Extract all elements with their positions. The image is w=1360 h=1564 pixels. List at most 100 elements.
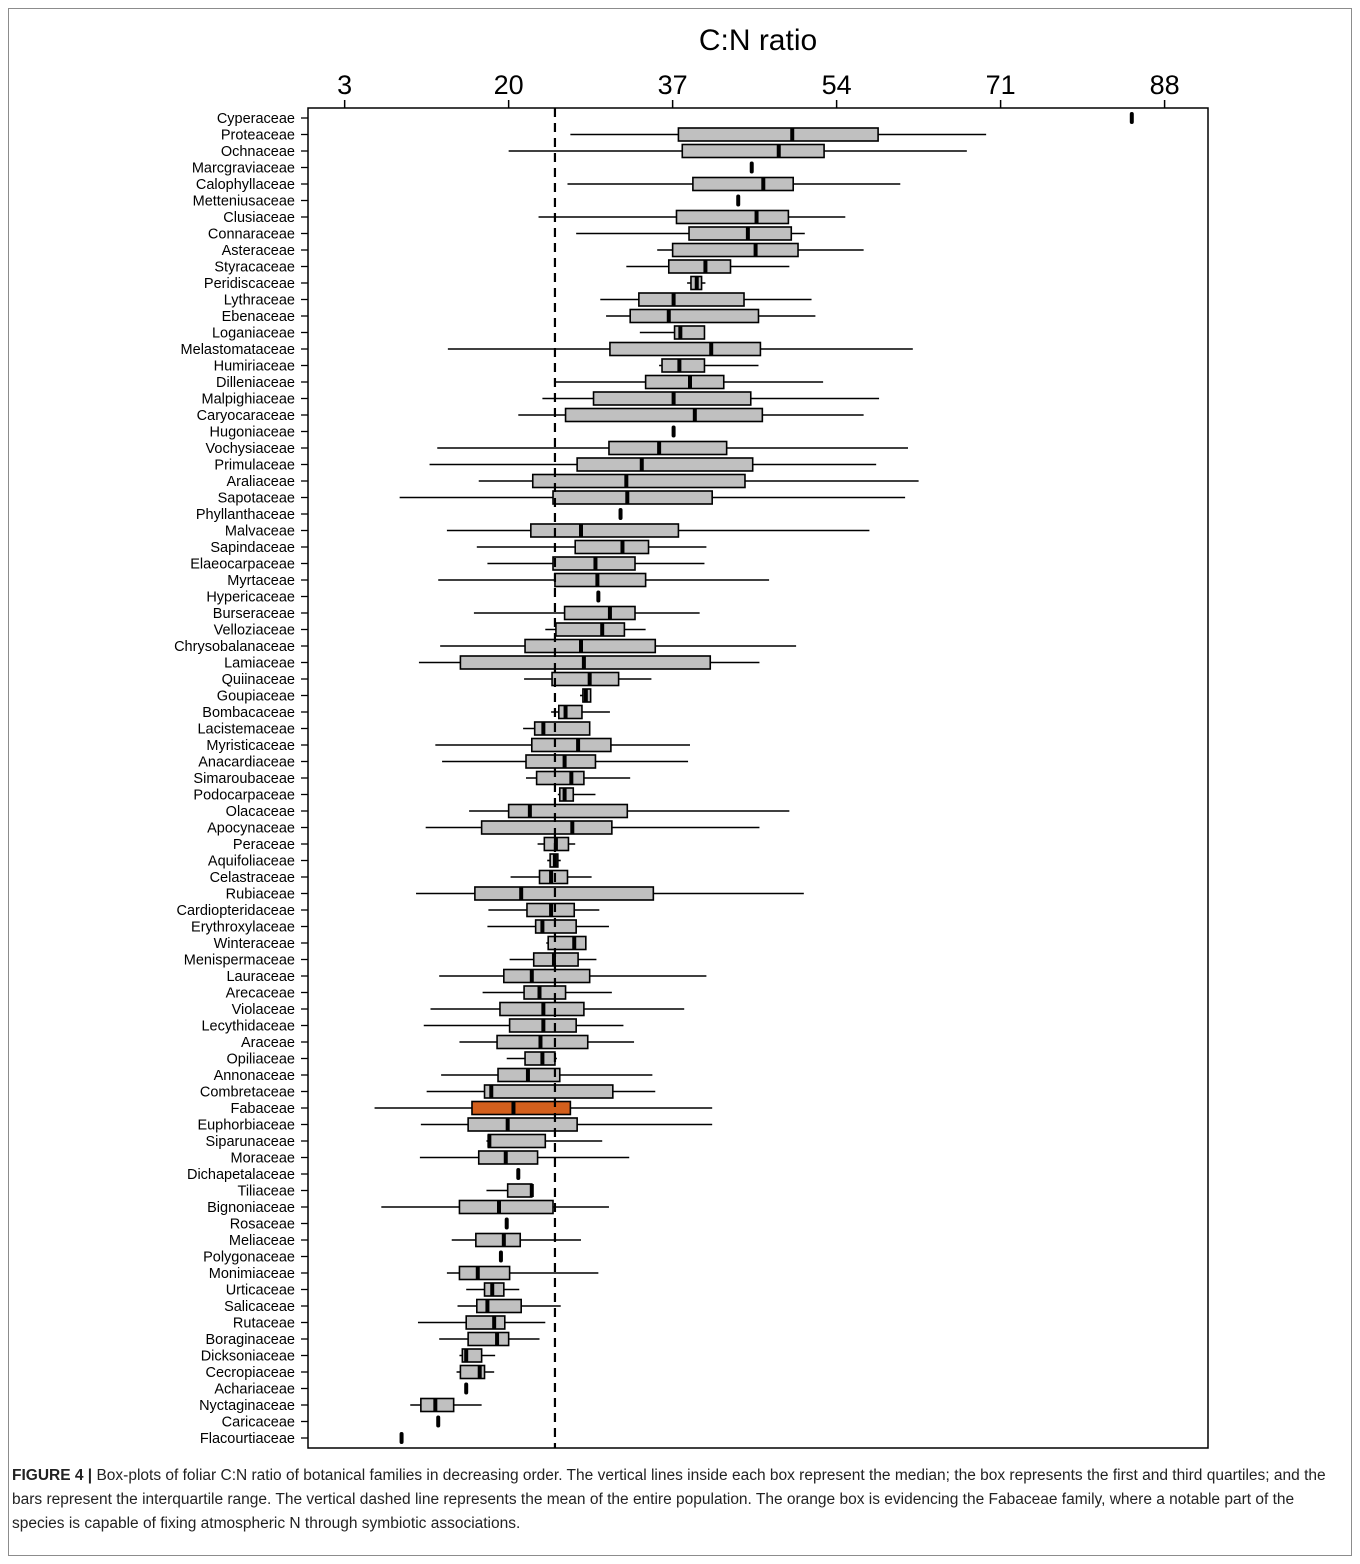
iqr-box [564,407,764,423]
family-row: Siparunaceae [206,1133,603,1150]
family-row: Olacaceae [226,803,790,820]
iqr-box [563,605,636,621]
iqr-box [480,820,613,835]
iqr-box [675,209,790,225]
iqr-box [677,127,879,142]
x-tick-label: 54 [822,70,852,100]
family-label: Siparunaceae [206,1134,296,1150]
family-label: Peraceae [233,837,295,853]
iqr-box [530,737,612,753]
family-label: Aquifoliaceae [208,854,295,870]
family-label: Celastraceae [210,870,295,886]
family-label: Cyperaceae [217,111,295,127]
family-row: Opiliaceae [226,1051,557,1068]
family-row: Podocarpaceae [193,787,596,804]
family-row: Boraginaceae [206,1331,540,1348]
family-row: Calophyllaceae [196,176,901,193]
family-row: Cardiopteridaceae [177,902,600,919]
iqr-box [477,1150,539,1165]
family-row: Malvaceae [225,523,870,540]
family-label: Calophyllaceae [196,177,295,193]
family-row: Rosaceae [230,1217,509,1233]
family-label: Phyllanthaceae [196,507,295,523]
single-value-mark [736,194,741,207]
family-label: Araliaceae [226,474,295,490]
iqr-box [554,572,647,588]
iqr-box [551,671,620,687]
iqr-box [524,638,657,654]
family-row: Malpighiaceae [201,391,880,408]
family-row: Bombacaceae [202,704,610,721]
iqr-box [608,440,728,456]
family-label: Winteraceae [214,936,295,952]
family-label: Opiliaceae [226,1052,295,1068]
family-row: Cecropiaceae [206,1364,495,1381]
family-row: Connaraceae [208,226,805,243]
family-row: Salicaceae [224,1298,561,1315]
family-label: Lecythidaceae [201,1019,295,1035]
family-row: Myrtaceae [227,572,770,589]
x-tick-label: 20 [494,70,524,100]
iqr-box [524,1051,556,1066]
family-label: Myristicaceae [206,738,295,754]
family-row: Loganiaceae [212,325,706,342]
family-label: Apocynaceae [207,821,295,837]
family-row: Fabaceae [231,1100,713,1117]
iqr-box [667,259,732,274]
family-label: Vochysiaceae [206,441,295,457]
x-tick-label: 3 [337,70,352,100]
family-row: Caricaceae [222,1415,441,1431]
iqr-box [638,292,745,307]
chart-title: C:N ratio [699,24,817,57]
iqr-box [458,1199,554,1215]
family-label: Achariaceae [214,1382,295,1398]
family-label: Bignoniaceae [207,1200,295,1216]
family-label: Menispermaceae [184,953,295,969]
family-row: Goupiaceae [217,688,592,705]
x-tick-label: 37 [658,70,688,100]
family-label: Rosaceae [230,1217,295,1233]
family-label: Velloziaceae [214,623,295,639]
iqr-box [487,1133,547,1149]
family-row: Peridiscaceae [204,275,706,292]
family-row: Tiliaceae [238,1183,534,1200]
iqr-box [474,886,655,901]
family-row: Arecaceae [226,985,612,1002]
family-label: Styracaceae [214,260,295,276]
family-label: Clusiaceae [223,210,295,226]
single-value-mark [596,590,601,603]
family-label: Salicaceae [224,1299,295,1315]
family-row: Lacistemaceae [197,721,591,738]
family-label: Nyctaginaceae [199,1398,295,1414]
family-row: Myristicaceae [206,737,690,754]
highlight-box [471,1100,572,1116]
iqr-box [661,358,706,373]
family-row: Achariaceae [214,1382,469,1398]
family-row: Moraceae [231,1150,630,1167]
family-label: Rutaceae [233,1316,295,1332]
single-value-mark [749,161,754,174]
family-label: Connaraceae [208,227,295,243]
figure-caption: FIGURE 4 | Box-plots of foliar C:N ratio… [12,1464,1332,1536]
x-axis: 3 20 37 54 71 88 [337,70,1180,108]
family-row: Hypericaceae [206,590,601,606]
family-row: Primulaceae [214,457,877,474]
plot-area-border [307,107,1209,1449]
family-row: Meliaceae [229,1232,581,1249]
family-label: Olacaceae [226,804,295,820]
family-row: Styracaceae [214,259,790,276]
family-label: Dilleniaceae [216,375,295,391]
family-label: Arecaceae [226,986,295,1002]
family-row: Dicksoniaceae [201,1348,496,1365]
family-row: Metteniusaceae [193,194,741,210]
family-row: Marcgraviaceae [192,161,754,177]
iqr-box [574,539,650,555]
family-label: Malvaceae [225,524,295,540]
family-label: Podocarpaceae [193,788,295,804]
family-row: Celastraceae [210,869,592,886]
family-label: Quiinaceae [222,672,295,688]
family-row: Ebenaceae [222,308,816,325]
family-label: Hugoniaceae [210,425,295,441]
family-row: Burseraceae [213,605,700,622]
family-label: Urticaceae [226,1283,295,1299]
